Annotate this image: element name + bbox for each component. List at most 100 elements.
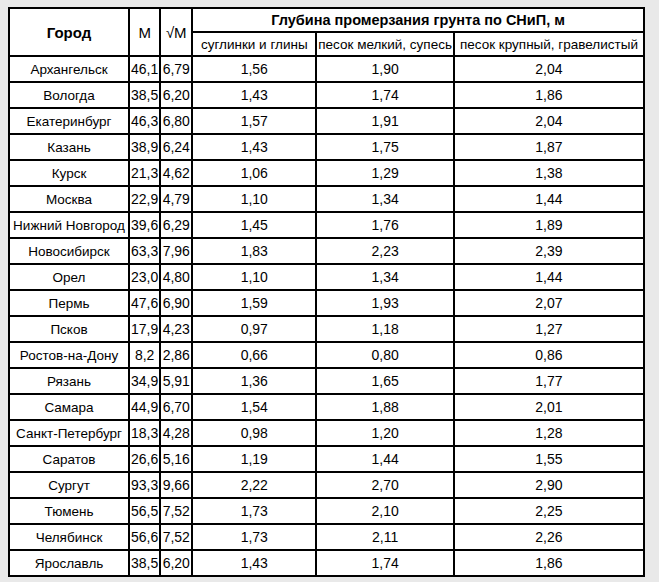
table-row: Санкт-Петербург18,34,280,981,201,28	[9, 420, 644, 446]
value-cell: 47,6	[129, 290, 160, 316]
column-header-coarse-sand: песок крупный, гравелистый	[454, 32, 644, 56]
value-cell: 1,28	[454, 420, 644, 446]
value-cell: 1,10	[192, 264, 316, 290]
value-cell: 18,3	[129, 420, 160, 446]
city-cell: Екатеринбург	[9, 108, 129, 134]
value-cell: 1,75	[316, 134, 454, 160]
city-cell: Рязань	[9, 368, 129, 394]
value-cell: 39,6	[129, 212, 160, 238]
table-row: Ярославль38,56,201,431,741,86	[9, 550, 644, 576]
value-cell: 0,66	[192, 342, 316, 368]
city-cell: Москва	[9, 186, 129, 212]
value-cell: 2,39	[454, 238, 644, 264]
value-cell: 6,79	[160, 56, 192, 82]
table-row: Вологда38,56,201,431,741,86	[9, 82, 644, 108]
value-cell: 1,29	[316, 160, 454, 186]
value-cell: 38,5	[129, 82, 160, 108]
value-cell: 1,59	[192, 290, 316, 316]
value-cell: 46,3	[129, 108, 160, 134]
value-cell: 2,90	[454, 472, 644, 498]
value-cell: 6,20	[160, 550, 192, 576]
value-cell: 7,52	[160, 524, 192, 550]
value-cell: 6,29	[160, 212, 192, 238]
value-cell: 9,66	[160, 472, 192, 498]
value-cell: 1,19	[192, 446, 316, 472]
value-cell: 6,70	[160, 394, 192, 420]
value-cell: 2,11	[316, 524, 454, 550]
value-cell: 1,91	[316, 108, 454, 134]
value-cell: 2,25	[454, 498, 644, 524]
city-cell: Сургут	[9, 472, 129, 498]
value-cell: 1,38	[454, 160, 644, 186]
table-row: Саратов26,65,161,191,441,55	[9, 446, 644, 472]
column-header-city: Город	[9, 8, 129, 56]
city-cell: Челябинск	[9, 524, 129, 550]
value-cell: 1,76	[316, 212, 454, 238]
value-cell: 6,90	[160, 290, 192, 316]
value-cell: 1,74	[316, 550, 454, 576]
value-cell: 6,80	[160, 108, 192, 134]
value-cell: 2,01	[454, 394, 644, 420]
column-header-sqrt-m: √М	[160, 8, 192, 56]
value-cell: 4,28	[160, 420, 192, 446]
value-cell: 8,2	[129, 342, 160, 368]
table-row: Тюмень56,57,521,732,102,25	[9, 498, 644, 524]
table-row: Сургут93,39,662,222,702,90	[9, 472, 644, 498]
value-cell: 5,16	[160, 446, 192, 472]
value-cell: 2,07	[454, 290, 644, 316]
table-row: Курск21,34,621,061,291,38	[9, 160, 644, 186]
table-row: Нижний Новгород39,66,291,451,761,89	[9, 212, 644, 238]
value-cell: 1,88	[316, 394, 454, 420]
value-cell: 2,04	[454, 56, 644, 82]
value-cell: 1,43	[192, 82, 316, 108]
value-cell: 1,73	[192, 498, 316, 524]
table-row: Ростов-на-Дону8,22,860,660,800,86	[9, 342, 644, 368]
column-header-loam-clay: суглинки и глины	[192, 32, 316, 56]
value-cell: 44,9	[129, 394, 160, 420]
value-cell: 0,98	[192, 420, 316, 446]
table-row: Рязань34,95,911,361,651,77	[9, 368, 644, 394]
city-cell: Самара	[9, 394, 129, 420]
table-body: Архангельск46,16,791,561,902,04Вологда38…	[9, 56, 644, 576]
table-header: Город М √М Глубина промерзания грунта по…	[9, 8, 644, 56]
table-row: Архангельск46,16,791,561,902,04	[9, 56, 644, 82]
value-cell: 1,86	[454, 82, 644, 108]
city-cell: Орел	[9, 264, 129, 290]
value-cell: 1,55	[454, 446, 644, 472]
value-cell: 1,43	[192, 134, 316, 160]
value-cell: 34,9	[129, 368, 160, 394]
value-cell: 1,34	[316, 264, 454, 290]
value-cell: 1,44	[454, 264, 644, 290]
city-cell: Вологда	[9, 82, 129, 108]
city-cell: Псков	[9, 316, 129, 342]
table-row: Пермь47,66,901,591,932,07	[9, 290, 644, 316]
value-cell: 1,45	[192, 212, 316, 238]
value-cell: 2,22	[192, 472, 316, 498]
value-cell: 93,3	[129, 472, 160, 498]
city-cell: Нижний Новгород	[9, 212, 129, 238]
value-cell: 1,93	[316, 290, 454, 316]
city-cell: Тюмень	[9, 498, 129, 524]
value-cell: 7,96	[160, 238, 192, 264]
table-row: Казань38,96,241,431,751,87	[9, 134, 644, 160]
value-cell: 1,86	[454, 550, 644, 576]
value-cell: 1,65	[316, 368, 454, 394]
value-cell: 2,70	[316, 472, 454, 498]
value-cell: 23,0	[129, 264, 160, 290]
value-cell: 38,9	[129, 134, 160, 160]
value-cell: 4,23	[160, 316, 192, 342]
table-row: Челябинск56,67,521,732,112,26	[9, 524, 644, 550]
city-cell: Курск	[9, 160, 129, 186]
value-cell: 56,5	[129, 498, 160, 524]
city-cell: Новосибирск	[9, 238, 129, 264]
value-cell: 1,90	[316, 56, 454, 82]
table-row: Псков17,94,230,971,181,27	[9, 316, 644, 342]
value-cell: 0,97	[192, 316, 316, 342]
value-cell: 38,5	[129, 550, 160, 576]
table-row: Новосибирск63,37,961,832,232,39	[9, 238, 644, 264]
freezing-depth-table-container: Город М √М Глубина промерзания грунта по…	[8, 7, 645, 577]
value-cell: 1,06	[192, 160, 316, 186]
value-cell: 1,18	[316, 316, 454, 342]
value-cell: 1,77	[454, 368, 644, 394]
value-cell: 2,26	[454, 524, 644, 550]
